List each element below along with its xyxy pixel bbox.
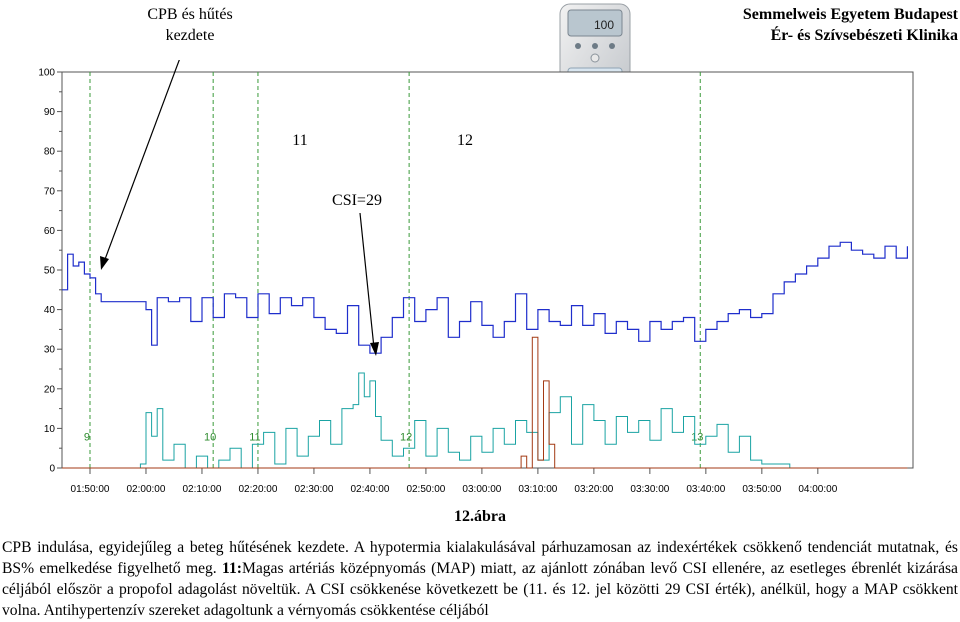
x-tick-label: 02:40:00	[350, 484, 389, 495]
chart-annotations: 11 12 CSI=29	[100, 60, 473, 356]
x-tick-label: 01:50:00	[71, 484, 110, 495]
institution-name: Semmelweis Egyetem Budapest	[742, 6, 958, 23]
y-tick-label: 20	[44, 384, 56, 395]
x-tick-label: 02:00:00	[127, 484, 166, 495]
x-tick-label: 02:10:00	[182, 484, 221, 495]
figure-label: 12.ábra	[454, 508, 506, 525]
event-markers: 9 10 11 12 13	[84, 72, 703, 468]
x-tick-label: 02:20:00	[238, 484, 277, 495]
cpb-annotation-line2: kezdete	[165, 27, 215, 44]
x-tick-label: 03:50:00	[742, 484, 781, 495]
y-axis: 0 10 20 30 40 50 60 70 80 90 100	[38, 68, 62, 475]
x-tick-label: 03:40:00	[686, 484, 725, 495]
csi-arrow-head	[370, 342, 379, 356]
plot-frame	[61, 71, 914, 469]
x-tick-label: 04:00:00	[798, 484, 837, 495]
cpb-arrow	[103, 60, 180, 263]
cpb-annotation-line1: CPB és hűtés	[147, 6, 233, 23]
x-tick-label: 02:30:00	[294, 484, 333, 495]
y-tick-label: 50	[44, 266, 56, 277]
csi-arrow	[359, 212, 375, 349]
marker-12-label: 12	[457, 132, 473, 149]
y-tick-label: 90	[44, 107, 56, 118]
department-name: Ér- és Szívsebészeti Klinika	[770, 27, 958, 44]
event-marker-label: 9	[84, 431, 90, 443]
event-marker-label: 11	[249, 431, 260, 443]
chart-series	[62, 241, 908, 469]
x-axis: 01:50:00 02:00:00 02:10:00 02:20:00 02:30:00…	[71, 468, 838, 495]
cpb-arrow-head	[100, 256, 109, 270]
y-tick-label: 40	[44, 305, 56, 316]
csi-label: CSI=29	[332, 192, 382, 209]
event-marker-label: 10	[204, 431, 216, 443]
x-tick-label: 03:20:00	[574, 484, 613, 495]
y-tick-label: 80	[44, 147, 56, 158]
caption-text-2: Magas artériás középnyomás (MAP) miatt, …	[2, 560, 958, 619]
marker-11-label: 11	[292, 132, 307, 149]
device-display-value: 100	[594, 18, 614, 32]
y-tick-label: 100	[38, 68, 55, 79]
caption-text-1: CPB indulása, egyidejűleg a beteg hűtésé…	[2, 539, 958, 577]
series-line-1	[62, 241, 908, 354]
x-tick-label: 03:10:00	[518, 484, 557, 495]
y-tick-label: 30	[44, 345, 56, 356]
y-tick-label: 70	[44, 186, 56, 197]
y-tick-label: 60	[44, 226, 56, 237]
x-tick-label: 02:50:00	[406, 484, 445, 495]
x-tick-label: 03:30:00	[630, 484, 669, 495]
institution-header: Semmelweis Egyetem Budapest Ér- és Szívs…	[743, 4, 958, 46]
x-tick-label: 03:00:00	[462, 484, 501, 495]
event-marker-label: 12	[400, 431, 412, 443]
series-line-3	[62, 336, 908, 469]
caption-bold-marker: 11:	[222, 560, 242, 577]
event-marker-label: 13	[691, 431, 703, 443]
cpb-annotation: CPB és hűtés kezdete	[100, 4, 280, 46]
y-tick-label: 0	[49, 464, 55, 475]
figure-caption: CPB indulása, egyidejűleg a beteg hűtésé…	[2, 537, 958, 621]
y-tick-label: 10	[44, 424, 56, 435]
